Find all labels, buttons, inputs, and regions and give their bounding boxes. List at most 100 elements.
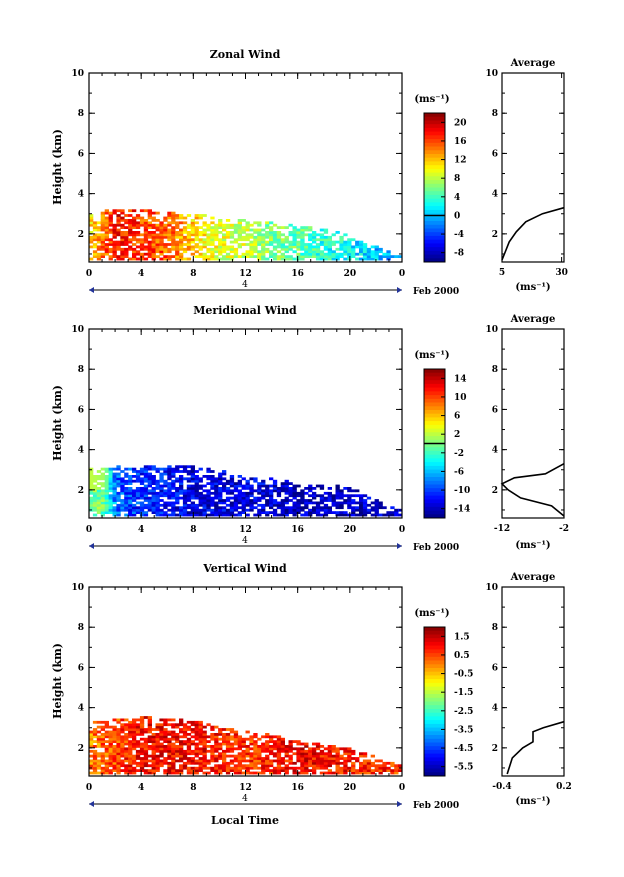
- heatmap-cell: [132, 728, 137, 731]
- heatmap-cell: [198, 238, 203, 242]
- heatmap-cell: [139, 747, 145, 751]
- heatmap-cell: [155, 513, 160, 517]
- heatmap-cell: [218, 499, 223, 502]
- heatmap-cell: [190, 742, 195, 746]
- heatmap-cell: [128, 226, 133, 229]
- heatmap-cell: [143, 489, 149, 493]
- heatmap-cell: [386, 769, 391, 772]
- heatmap-cell: [272, 233, 278, 237]
- heatmap-cell: [116, 742, 121, 746]
- heatmap-cell: [214, 513, 219, 517]
- heatmap-cell: [241, 752, 246, 756]
- colorbar-swatch: [424, 228, 445, 233]
- colorbar-tick-label: -4.5: [454, 744, 473, 754]
- heatmap-cell: [194, 771, 199, 775]
- heatmap-cell: [147, 221, 152, 225]
- heatmap-cell: [89, 484, 94, 488]
- heatmap-cell: [194, 733, 199, 736]
- colorbar-swatch: [424, 209, 445, 215]
- heatmap-cell: [378, 764, 383, 768]
- heatmap-cell: [194, 228, 199, 232]
- heatmap-cell: [147, 491, 152, 495]
- heatmap-cell: [202, 503, 207, 507]
- heatmap-cell: [237, 742, 242, 746]
- heatmap-cell: [276, 489, 282, 493]
- heatmap-cell: [245, 496, 250, 500]
- average-profile-line: [501, 206, 565, 261]
- heatmap-cell: [374, 769, 379, 772]
- heatmap-cell: [214, 737, 219, 741]
- heatmap-cell: [159, 742, 164, 746]
- heatmap-cell: [218, 511, 223, 514]
- heatmap-cell: [386, 250, 391, 254]
- heatmap-cell: [155, 484, 160, 488]
- heatmap-cell: [143, 467, 149, 471]
- heatmap-cell: [225, 482, 231, 485]
- heatmap-cell: [284, 766, 289, 770]
- heatmap-cell: [112, 735, 117, 739]
- colorbar-swatch: [424, 250, 445, 255]
- heatmap-cell: [245, 766, 250, 770]
- heatmap-cell: [245, 759, 250, 763]
- heatmap-cell: [272, 499, 278, 502]
- heatmap-cells: [89, 465, 403, 517]
- heatmap-cell: [280, 499, 285, 502]
- heatmap-cell: [155, 747, 160, 751]
- heatmap-cell: [269, 759, 274, 763]
- heatmap-cell: [245, 737, 250, 741]
- heatmap-cell: [237, 499, 242, 502]
- heatmap-cell: [284, 759, 289, 763]
- heatmap-cell: [175, 221, 180, 225]
- average-y-tick-label: 6: [492, 663, 498, 673]
- heatmap-cell: [143, 240, 149, 244]
- heatmap-cell: [116, 223, 121, 227]
- heatmap-cell: [245, 226, 250, 229]
- heatmap-cell: [272, 766, 278, 770]
- heatmap-cell: [398, 255, 403, 258]
- heatmap-cell: [233, 228, 239, 232]
- heatmap-cell: [120, 219, 125, 222]
- heatmap-cell: [315, 252, 321, 256]
- colorbar-tick-label: -14: [454, 505, 470, 515]
- heatmap-cell: [276, 231, 282, 234]
- heatmap-cell: [186, 747, 192, 751]
- heatmap-cell: [222, 235, 227, 239]
- heatmap-cell: [116, 720, 121, 724]
- heatmap-cell: [151, 238, 156, 242]
- heatmap-cell: [366, 769, 372, 772]
- heatmap-cell: [159, 494, 164, 498]
- heatmap-cell: [120, 730, 125, 734]
- heatmap-cell: [202, 742, 207, 746]
- x-tick-label: 12: [239, 525, 252, 535]
- heatmap-cell: [128, 231, 133, 234]
- heatmap-cell: [120, 252, 125, 256]
- heatmap-cell: [300, 752, 305, 756]
- heatmap-cell: [257, 223, 262, 227]
- heatmap-cell: [245, 487, 250, 490]
- heatmap-cell: [335, 503, 340, 507]
- heatmap-cell: [96, 228, 102, 232]
- heatmap-cell: [155, 233, 160, 237]
- heatmap-cell: [284, 764, 289, 768]
- heatmap-cell: [339, 238, 344, 242]
- heatmap-cell: [241, 487, 246, 490]
- heatmap-cell: [300, 769, 305, 772]
- colorbar-tick-label: -6: [454, 467, 464, 477]
- heatmap-cell: [206, 467, 211, 471]
- heatmap-cell: [214, 747, 219, 751]
- heatmap-cell: [104, 740, 109, 743]
- heatmap-cell: [370, 245, 375, 249]
- heatmap-cell: [218, 487, 223, 490]
- heatmap-cell: [308, 749, 313, 753]
- y-tick-label: 8: [78, 365, 84, 375]
- heatmap-cell: [233, 759, 239, 763]
- heatmap-cell: [210, 766, 215, 770]
- heatmap-cell: [241, 231, 246, 234]
- heatmap-cell: [335, 513, 340, 517]
- heatmap-cell: [370, 761, 375, 765]
- heatmap-cell: [280, 749, 285, 753]
- heatmap-cell: [132, 506, 137, 510]
- heatmap-cell: [225, 764, 231, 768]
- heatmap-cell: [143, 771, 149, 775]
- heatmap-cell: [132, 735, 137, 739]
